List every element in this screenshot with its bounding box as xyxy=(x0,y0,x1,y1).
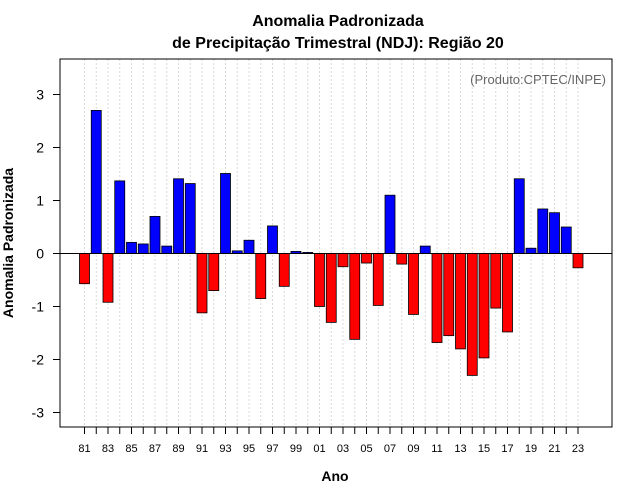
bar-88 xyxy=(161,245,173,254)
bar-22 xyxy=(560,226,572,254)
bar-86 xyxy=(137,243,149,254)
plot-frame xyxy=(59,58,613,428)
x-tick-label: 07 xyxy=(384,443,396,455)
y-axis: -3 -2 -1 0 1 2 3 xyxy=(32,87,60,421)
y-tick-label: -2 xyxy=(32,352,45,368)
y-tick-label: 2 xyxy=(36,140,44,156)
credit-text: (Produto:CPTEC/INPE) xyxy=(470,72,606,87)
bar-83 xyxy=(102,253,114,303)
bar-21 xyxy=(549,212,560,254)
bar-20 xyxy=(537,208,549,254)
bar-17 xyxy=(502,253,513,333)
chart-title-line-1: Anomalia Padronizada xyxy=(252,13,424,30)
bar-91 xyxy=(196,253,208,314)
bar-23 xyxy=(572,253,584,269)
bar-13 xyxy=(455,253,466,350)
bar-07 xyxy=(384,194,396,254)
x-tick-label: 17 xyxy=(501,443,513,455)
y-axis-label: Anomalia Padronizada xyxy=(0,168,16,318)
bar-01 xyxy=(314,253,325,307)
bar-18 xyxy=(513,178,525,254)
y-tick-label: 0 xyxy=(36,246,44,262)
bar-04 xyxy=(349,253,361,340)
x-tick-label: 23 xyxy=(572,443,584,455)
chart-title-line-2: de Precipitação Trimestral (NDJ): Região… xyxy=(172,35,504,52)
bar-06 xyxy=(372,253,384,306)
bar-87 xyxy=(149,215,161,254)
bar-92 xyxy=(208,253,220,291)
bar-11 xyxy=(431,253,443,343)
bar-90 xyxy=(184,183,196,254)
bar-97 xyxy=(267,225,278,254)
x-tick-label: 87 xyxy=(149,443,161,455)
x-tick-label: 83 xyxy=(102,443,114,455)
bar-14 xyxy=(466,253,478,376)
bar-16 xyxy=(490,253,502,309)
bar-95 xyxy=(243,239,255,254)
x-tick-label: 89 xyxy=(172,443,184,455)
y-tick-label: 1 xyxy=(36,193,44,209)
x-tick-label: 01 xyxy=(313,443,325,455)
x-tick-label: 13 xyxy=(454,443,466,455)
bar-84 xyxy=(114,180,126,254)
bar-10 xyxy=(419,245,431,254)
bar-12 xyxy=(443,253,455,337)
bar-09 xyxy=(408,253,419,315)
x-axis: 81 83 85 87 89 91 93 95 97 99 01 03 05 07 09 11 13 15 17 19… xyxy=(78,427,584,455)
x-tick-label: 21 xyxy=(548,443,560,455)
x-tick-label: 19 xyxy=(525,443,537,455)
y-tick-label: -3 xyxy=(32,405,45,421)
bar-89 xyxy=(173,178,184,254)
x-tick-label: 97 xyxy=(266,443,278,455)
x-tick-label: 15 xyxy=(478,443,490,455)
bar-81 xyxy=(79,253,90,285)
x-tick-label: 93 xyxy=(219,443,231,455)
bar-15 xyxy=(478,253,490,359)
x-tick-label: 11 xyxy=(431,443,442,455)
bar-05 xyxy=(361,253,372,264)
x-axis-label: Ano xyxy=(321,468,348,484)
x-tick-label: 05 xyxy=(360,443,372,455)
x-tick-label: 09 xyxy=(407,443,419,455)
x-tick-label: 95 xyxy=(243,443,255,455)
y-tick-label: 3 xyxy=(36,87,44,103)
x-tick-label: 81 xyxy=(78,443,90,455)
bars xyxy=(79,110,584,376)
x-tick-label: 85 xyxy=(125,443,137,455)
bar-19 xyxy=(525,247,537,254)
x-tick-label: 99 xyxy=(290,443,302,455)
bar-98 xyxy=(278,253,290,287)
y-tick-label: -1 xyxy=(32,299,45,315)
bar-85 xyxy=(126,241,137,254)
bar-03 xyxy=(337,253,349,268)
bar-82 xyxy=(90,110,102,254)
bar-08 xyxy=(396,253,408,265)
bar-96 xyxy=(255,253,267,299)
bar-93 xyxy=(220,173,231,254)
x-tick-label: 03 xyxy=(337,443,349,455)
x-tick-label: 91 xyxy=(196,443,208,455)
bar-02 xyxy=(325,253,337,323)
